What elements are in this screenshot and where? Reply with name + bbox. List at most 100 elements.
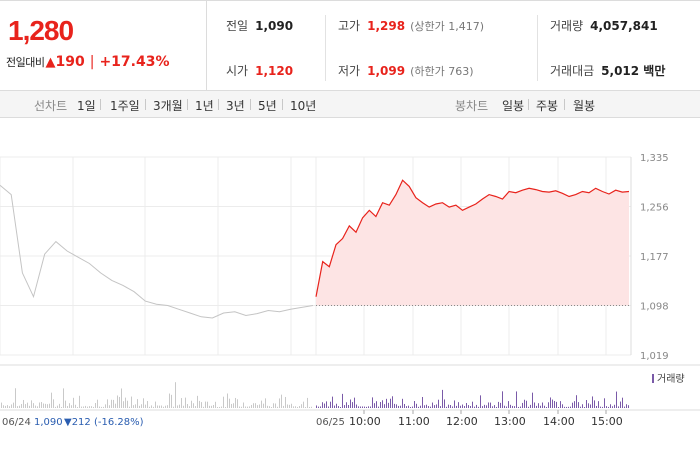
period-5y[interactable]: 5년 <box>258 99 277 113</box>
volume-bar <box>508 401 509 408</box>
volume-bar <box>215 401 216 408</box>
volume-bar <box>287 404 288 408</box>
volume-bar <box>269 406 270 408</box>
volume-bar <box>135 404 136 408</box>
prev-day-line <box>0 184 314 319</box>
volume-bar <box>143 398 144 408</box>
volume-bar <box>91 406 92 408</box>
volume-bar <box>486 405 487 408</box>
volume-bar <box>416 403 417 408</box>
volume-bar <box>468 405 469 408</box>
volume-bar <box>207 401 208 408</box>
volume-bar <box>235 397 236 408</box>
volume-bar <box>438 399 439 408</box>
volume-bar <box>55 406 56 408</box>
volume-bar <box>566 406 567 408</box>
volume-bar <box>257 405 258 408</box>
volume-bar <box>400 405 401 408</box>
volume-bar <box>237 399 238 408</box>
volume-bar <box>83 406 84 408</box>
volume-bar <box>31 400 32 408</box>
volume-bar <box>281 394 282 408</box>
volume-bar <box>572 402 573 408</box>
volume-bar <box>580 406 581 408</box>
volume-bar <box>59 403 60 408</box>
stat-open: 시가 1,120 <box>226 62 293 79</box>
volume-bar <box>544 405 545 408</box>
volume-bar <box>171 394 172 408</box>
volume-bar <box>402 398 403 408</box>
volume-bar <box>318 406 319 408</box>
volume-bar <box>584 406 585 408</box>
volume-bar <box>356 404 357 408</box>
volume-bar <box>398 405 399 408</box>
volume-bar <box>273 403 274 408</box>
stat-label: 고가 <box>338 19 361 33</box>
volume-bar <box>440 406 441 408</box>
candle-daily[interactable]: 일봉 <box>502 99 525 113</box>
volume-bar <box>410 406 411 408</box>
volume-bar <box>342 393 343 408</box>
volume-bar <box>484 404 485 408</box>
volume-bar <box>428 406 429 408</box>
column-divider <box>537 15 538 81</box>
volume-bar <box>201 402 202 408</box>
volume-bar <box>478 406 479 408</box>
candle-weekly[interactable]: 주봉 <box>536 99 559 113</box>
volume-bar <box>446 406 447 408</box>
period-10y[interactable]: 10년 <box>290 99 317 113</box>
volume-bar <box>69 403 70 408</box>
volume-bar <box>412 406 413 408</box>
stat-value: 1,099 <box>367 64 406 78</box>
volume-bar <box>488 402 489 408</box>
volume-bar <box>352 402 353 408</box>
volume-bar <box>199 400 200 408</box>
volume-bar <box>556 401 557 408</box>
volume-bar <box>175 382 176 408</box>
volume-bar <box>205 401 206 408</box>
intraday-chart[interactable]: 1,335 1,256 1,177 1,098 1,019 10:00 11:00 12:0… <box>0 119 700 450</box>
volume-bar <box>392 396 393 408</box>
volume-bar <box>249 406 250 408</box>
volume-bar <box>534 402 535 408</box>
y-tick-label: 1,256 <box>640 203 669 214</box>
period-1d[interactable]: 1일 <box>77 99 96 113</box>
volume-bar <box>161 405 162 408</box>
volume-bar <box>360 406 361 408</box>
volume-bar <box>614 404 615 408</box>
volume-bar <box>221 406 222 408</box>
volume-bar <box>326 401 327 408</box>
volume-bar <box>330 401 331 408</box>
volume-bar <box>139 405 140 408</box>
volume-bar <box>366 406 367 408</box>
period-1y[interactable]: 1년 <box>195 99 214 113</box>
stat-value: 1,298 <box>367 19 406 33</box>
volume-bar <box>17 406 18 408</box>
volume-bar <box>536 405 537 408</box>
volume-bar <box>265 398 266 408</box>
period-3y[interactable]: 3년 <box>226 99 245 113</box>
volume-bar <box>598 401 599 408</box>
volume-bar <box>217 406 218 408</box>
volume-bar <box>434 405 435 408</box>
volume-bar <box>107 399 108 408</box>
volume-bar <box>432 402 433 408</box>
volume-bar <box>456 405 457 408</box>
period-3m[interactable]: 3개월 <box>153 99 183 113</box>
volume-bar <box>404 403 405 408</box>
volume-bar <box>11 404 12 408</box>
volume-bar <box>255 403 256 408</box>
volume-bar <box>33 403 34 408</box>
volume-bar <box>183 405 184 408</box>
volume-bar <box>396 404 397 408</box>
stat-low: 저가 1,099 (하한가 763) <box>338 62 474 79</box>
volume-bar <box>338 406 339 408</box>
volume-bar <box>372 397 373 408</box>
volume-bar <box>29 405 30 408</box>
volume-bar <box>169 393 170 408</box>
period-1w[interactable]: 1주일 <box>110 99 140 113</box>
volume-bar <box>436 404 437 408</box>
candle-monthly[interactable]: 월봉 <box>573 99 596 113</box>
volume-bar <box>231 403 232 408</box>
volume-bar <box>259 404 260 408</box>
